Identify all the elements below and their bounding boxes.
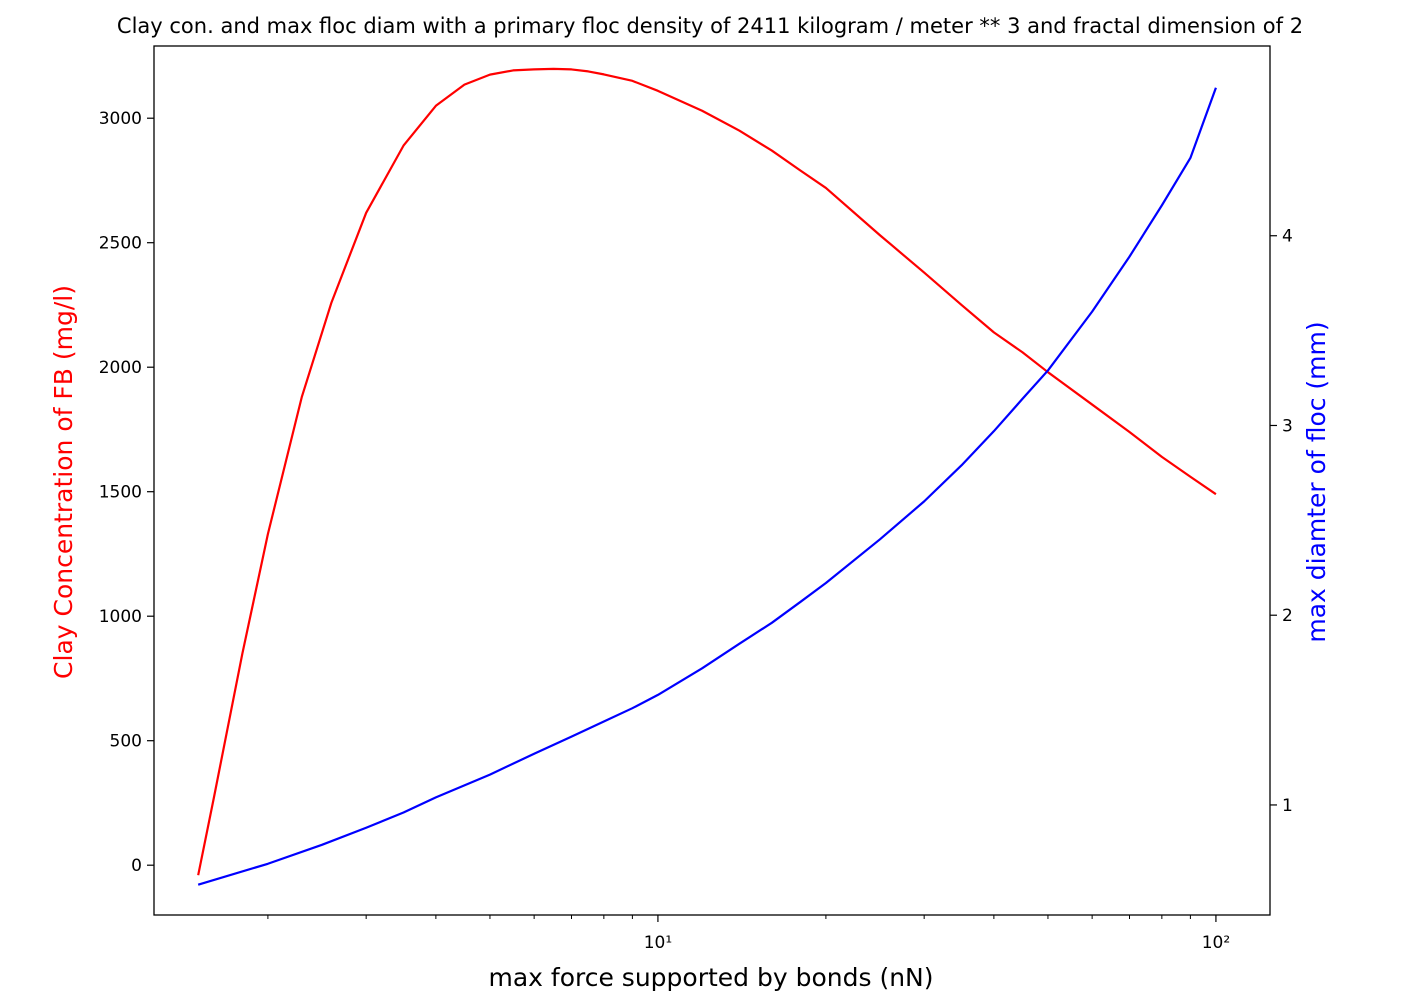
x-tick-label: 10² — [1202, 933, 1230, 953]
right-y-tick-label: 4 — [1282, 227, 1293, 247]
left-y-tick-label: 2000 — [99, 358, 142, 378]
left-y-tick-label: 500 — [110, 732, 142, 752]
x-axis-label: max force supported by bonds (nN) — [488, 963, 933, 992]
left-y-tick-label: 1500 — [99, 483, 142, 503]
series-line-clay-concentration — [197, 67, 1217, 876]
left-y-tick-label: 2500 — [99, 234, 142, 254]
right-y-axis-label: max diamter of floc (mm) — [1302, 321, 1331, 642]
left-y-axis-label: Clay Concentration of FB (mg/l) — [49, 285, 78, 679]
left-y-tick-label: 3000 — [99, 109, 142, 129]
plot-frame — [153, 45, 1271, 916]
series-line-max-diameter — [197, 87, 1217, 886]
axes: 10¹ 10² 0 500 1000 1500 2000 2500 3000 1 2 3 4 — [99, 45, 1293, 953]
right-y-tick-label: 2 — [1282, 606, 1293, 626]
right-y-tick-label: 3 — [1282, 416, 1293, 436]
left-y-tick-label: 1000 — [99, 607, 142, 627]
plot-area — [197, 67, 1217, 886]
x-tick-label: 10¹ — [644, 933, 672, 953]
left-y-tick-label: 0 — [131, 856, 142, 876]
chart-title: Clay con. and max floc diam with a prima… — [117, 14, 1303, 38]
right-y-tick-label: 1 — [1282, 796, 1293, 816]
